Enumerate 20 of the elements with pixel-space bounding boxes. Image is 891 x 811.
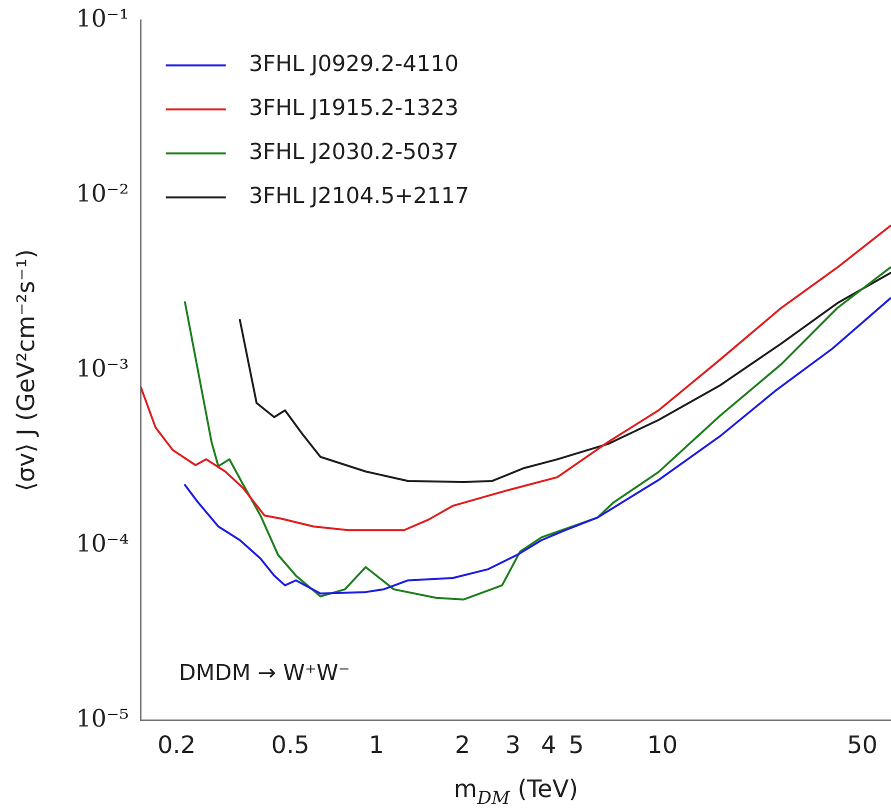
x-tick-label: 0.2 (157, 730, 196, 759)
y-tick-label: 10⁻⁵ (76, 704, 129, 732)
y-tick-label: 10⁻³ (76, 354, 129, 383)
y-tick-label: 10⁻¹ (76, 4, 129, 33)
legend-label: 3FHL J1915.2-1323 (248, 96, 459, 122)
annotation: DMDM → W⁺W⁻ (178, 661, 350, 686)
legend-label: 3FHL J0929.2-4110 (248, 52, 459, 78)
x-tick-label: 4 (540, 730, 556, 759)
x-tick-label: 0.5 (271, 730, 310, 759)
x-tick-label: 3 (505, 730, 521, 759)
legend-label: 3FHL J2104.5+2117 (248, 184, 470, 210)
y-axis-title: ⟨σv⟩ J (GeV²cm⁻²s⁻¹) (12, 249, 40, 492)
x-tick-label: 50 (847, 730, 878, 759)
legend-label: 3FHL J2030.2-5037 (248, 140, 459, 166)
y-tick-label: 10⁻² (76, 180, 129, 208)
x-tick-label: 1 (368, 730, 384, 759)
x-tick-label: 2 (454, 730, 470, 759)
y-tick-label: 10⁻⁴ (76, 529, 129, 558)
x-tick-label: 10 (647, 730, 678, 759)
x-tick-label: 5 (568, 730, 584, 759)
